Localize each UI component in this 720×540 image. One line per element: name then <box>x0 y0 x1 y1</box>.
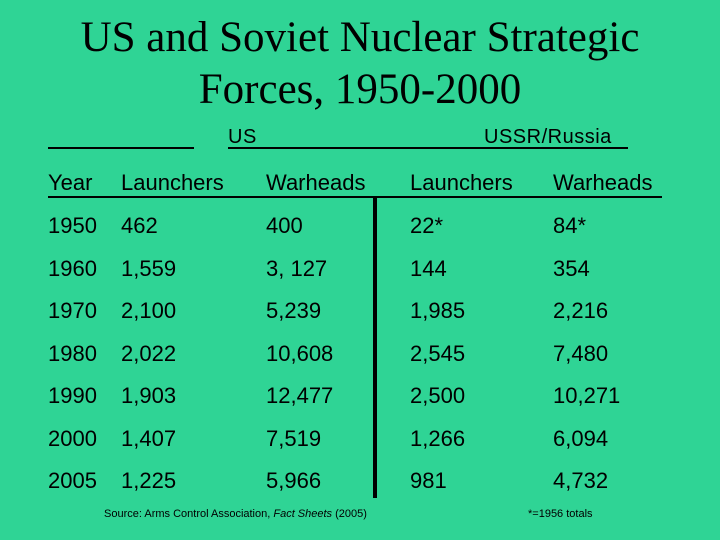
group-label-us: US <box>228 126 257 148</box>
cell-us-warheads: 400 <box>266 213 303 238</box>
header-ussr-warheads: Warheads <box>553 170 653 195</box>
cell-ussr-launchers: 1,266 <box>410 425 466 451</box>
cell-us-launchers: 1,559 <box>121 255 177 281</box>
cell-us-warheads: 7,519 <box>266 425 322 451</box>
cell-ussr-warheads: 2,216 <box>553 298 609 323</box>
cell-year: 1980 <box>48 340 97 366</box>
cell-ussr-warheads: 10,271 <box>553 383 621 408</box>
cell-year: 1990 <box>48 383 97 408</box>
title-line-2: Forces, 1950-2000 <box>198 66 522 113</box>
cell-us-launchers: 1,225 <box>121 468 177 493</box>
cell-ussr-warheads: 4,732 <box>553 468 609 493</box>
header-ussr-launchers: Launchers <box>410 170 513 195</box>
cell-us-warheads: 10,608 <box>266 340 334 366</box>
cell-ussr-warheads: 84* <box>553 213 587 238</box>
header-us-launchers: Launchers <box>121 170 224 195</box>
cell-ussr-warheads: 6,094 <box>553 425 609 451</box>
cell-us-warheads: 3, 127 <box>266 255 328 281</box>
cell-ussr-launchers: 981 <box>410 468 447 493</box>
cell-year: 2005 <box>48 468 97 493</box>
cell-us-launchers: 2,100 <box>121 298 177 323</box>
cell-us-warheads: 12,477 <box>266 383 334 408</box>
source-note: Source: Arms Control Association, Fact S… <box>104 508 367 520</box>
source-suffix: (2005) <box>332 508 367 520</box>
slide-title: US and Soviet Nuclear Strategic Forces, … <box>0 12 720 116</box>
header-us-warheads: Warheads <box>266 170 366 195</box>
cell-year: 2000 <box>48 425 97 451</box>
cell-ussr-launchers: 1,985 <box>410 298 466 323</box>
cell-ussr-launchers: 2,545 <box>410 340 466 366</box>
us-left-rule <box>48 147 194 149</box>
cell-ussr-launchers: 22* <box>410 213 444 238</box>
group-divider <box>373 196 377 498</box>
cell-us-launchers: 1,407 <box>121 425 177 451</box>
cell-ussr-launchers: 2,500 <box>410 383 466 408</box>
title-line-1: US and Soviet Nuclear Strategic <box>80 14 640 61</box>
footnote: *=1956 totals <box>528 508 593 520</box>
cell-us-launchers: 462 <box>121 213 158 238</box>
cell-ussr-warheads: 354 <box>553 255 590 281</box>
ussr-rule <box>484 147 628 149</box>
cell-year: 1960 <box>48 255 97 281</box>
cell-ussr-warheads: 7,480 <box>553 340 609 366</box>
cell-us-launchers: 1,903 <box>121 383 177 408</box>
cell-us-warheads: 5,966 <box>266 468 322 493</box>
cell-year: 1950 <box>48 213 97 238</box>
group-label-ussr: USSR/Russia <box>484 126 612 148</box>
cell-us-warheads: 5,239 <box>266 298 322 323</box>
header-year: Year <box>48 170 93 195</box>
source-prefix: Source: Arms Control Association, <box>104 508 274 520</box>
cell-year: 1970 <box>48 298 97 323</box>
cell-ussr-launchers: 144 <box>410 255 447 281</box>
source-title: Fact Sheets <box>273 508 333 520</box>
us-right-rule <box>228 147 484 149</box>
cell-us-launchers: 2,022 <box>121 340 177 366</box>
header-underline <box>48 196 662 198</box>
